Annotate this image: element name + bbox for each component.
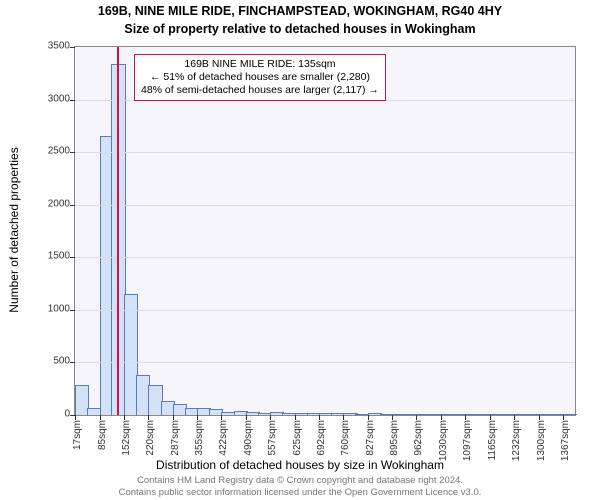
gridline [75,362,575,363]
y-axis-label: Number of detached properties [7,147,21,312]
y-tick-mark [70,310,75,311]
y-tick-label: 0 [30,409,70,420]
histogram-bar [563,414,577,415]
y-tick-label: 2000 [30,198,70,209]
y-tick-label: 3500 [30,41,70,52]
y-tick-mark [70,47,75,48]
callout-box: 169B NINE MILE RIDE: 135sqm ← 51% of det… [134,54,386,101]
gridline [75,257,575,258]
y-tick-label: 2500 [30,146,70,157]
credits-line1: Contains HM Land Registry data © Crown c… [0,475,600,486]
x-axis-label: Distribution of detached houses by size … [0,458,600,472]
subject-property-marker [117,47,119,415]
chart-container: { "chart": { "type": "histogram", "title… [0,0,600,500]
y-tick-mark [70,362,75,363]
credits: Contains HM Land Registry data © Crown c… [0,475,600,498]
y-tick-mark [70,152,75,153]
y-tick-mark [70,205,75,206]
y-tick-label: 1500 [30,251,70,262]
callout-line3: 48% of semi-detached houses are larger (… [141,84,379,97]
gridline [75,205,575,206]
credits-line2: Contains public sector information licen… [0,487,600,498]
chart-title-line1: 169B, NINE MILE RIDE, FINCHAMPSTEAD, WOK… [0,4,600,18]
y-tick-mark [70,100,75,101]
y-tick-label: 3000 [30,93,70,104]
callout-line1: 169B NINE MILE RIDE: 135sqm [141,58,379,71]
y-tick-label: 500 [30,356,70,367]
y-tick-label: 1000 [30,303,70,314]
gridline [75,152,575,153]
plot-area [74,46,576,416]
bars-layer [75,47,575,415]
callout-line2: ← 51% of detached houses are smaller (2,… [141,71,379,84]
chart-title-line2: Size of property relative to detached ho… [0,22,600,36]
gridline [75,310,575,311]
y-tick-mark [70,257,75,258]
